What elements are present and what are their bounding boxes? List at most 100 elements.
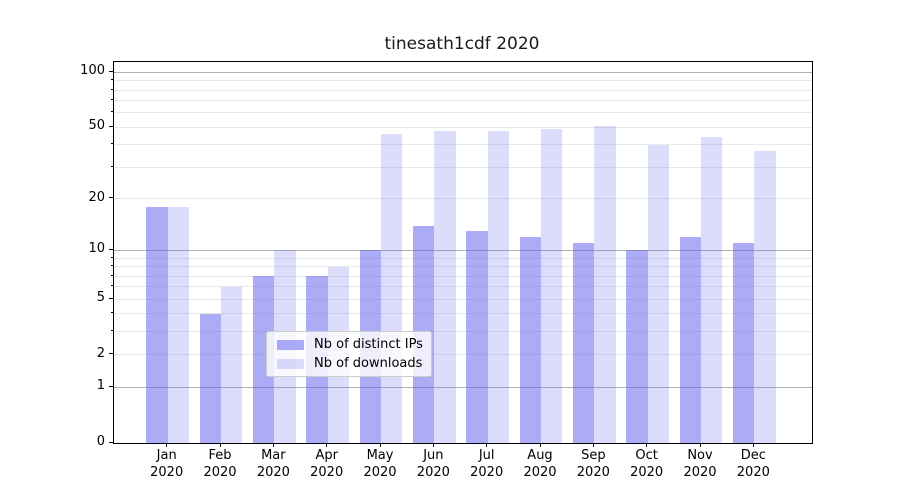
y-gridline-minor-60	[114, 112, 812, 114]
legend: Nb of distinct IPs Nb of downloads	[266, 331, 432, 377]
y-gridline-major-10	[114, 249, 812, 251]
y-minor-tick-mark-60	[111, 111, 113, 113]
x-tick-label-5: Jun 2020	[416, 448, 450, 480]
x-tick-label-0: Jan 2020	[150, 448, 184, 480]
x-tick-label-6: Jul 2020	[470, 448, 504, 480]
bar-downloads-8	[594, 125, 616, 443]
bar-downloads-7	[541, 128, 563, 443]
x-tick-label-8: Sep 2020	[576, 448, 610, 480]
y-minor-tick-mark-80	[111, 88, 113, 90]
y-gridline-major-100	[114, 71, 812, 73]
bar-downloads-4	[381, 133, 403, 443]
y-minor-tick-mark-8	[111, 265, 113, 267]
x-tick-label-2: Mar 2020	[256, 448, 290, 480]
y-minor-tick-mark-6	[111, 285, 113, 287]
y-minor-tick-mark-9	[111, 256, 113, 258]
y-minor-tick-mark-40	[111, 143, 113, 145]
x-tick-mark-3	[326, 443, 328, 447]
y-gridline-minor-8	[114, 266, 812, 268]
x-tick-mark-1	[219, 443, 221, 447]
y-minor-tick-mark-30	[111, 165, 113, 167]
x-tick-mark-5	[432, 443, 434, 447]
y-minor-tick-mark-5	[111, 297, 113, 299]
bar-distinct-ips-11	[733, 243, 755, 443]
y-gridline-minor-20	[114, 198, 812, 200]
y-tick-label-50: 50	[88, 118, 105, 134]
bar-downloads-9	[647, 144, 669, 443]
y-gridline-minor-7	[114, 275, 812, 277]
bar-downloads-5	[434, 130, 456, 443]
y-tick-label-20: 20	[88, 189, 105, 205]
y-gridline-minor-30	[114, 166, 812, 168]
y-gridline-minor-50	[114, 126, 812, 128]
y-gridline-minor-80	[114, 89, 812, 91]
bar-downloads-11	[754, 150, 776, 443]
y-minor-tick-mark-90	[111, 79, 113, 81]
y-gridline-major-1	[114, 386, 812, 388]
y-tick-mark-1	[109, 385, 113, 387]
y-minor-tick-mark-2	[111, 353, 113, 355]
legend-label-distinct-ips: Nb of distinct IPs	[314, 337, 423, 352]
y-tick-label-0: 0	[96, 434, 105, 449]
y-minor-tick-mark-7	[111, 274, 113, 276]
legend-item-downloads: Nb of downloads	[277, 356, 431, 371]
x-tick-mark-0	[166, 443, 168, 447]
y-minor-tick-mark-70	[111, 99, 113, 101]
y-minor-tick-mark-50	[111, 125, 113, 127]
bar-downloads-1	[221, 286, 243, 443]
y-gridline-minor-3	[114, 331, 812, 333]
y-gridline-minor-9	[114, 257, 812, 259]
x-tick-mark-4	[379, 443, 381, 447]
y-tick-label-10: 10	[88, 241, 105, 257]
bar-distinct-ips-0	[146, 206, 168, 443]
bar-downloads-10	[701, 137, 723, 443]
y-gridline-minor-2	[114, 354, 812, 356]
x-tick-mark-6	[486, 443, 488, 447]
legend-swatch-distinct-ips	[277, 339, 304, 350]
x-tick-label-4: May 2020	[363, 448, 397, 480]
y-tick-mark-100	[109, 70, 113, 72]
x-tick-mark-2	[272, 443, 274, 447]
bar-downloads-0	[167, 206, 189, 443]
y-tick-mark-0	[109, 441, 113, 443]
bar-distinct-ips-2	[253, 276, 275, 443]
x-tick-label-10: Nov 2020	[683, 448, 717, 480]
y-gridline-minor-5	[114, 298, 812, 300]
y-gridline-minor-70	[114, 100, 812, 102]
plot-area	[113, 61, 813, 444]
y-tick-label-5: 5	[96, 290, 105, 306]
x-tick-mark-11	[752, 443, 754, 447]
x-tick-mark-7	[539, 443, 541, 447]
bar-distinct-ips-7	[519, 237, 541, 443]
x-tick-mark-10	[699, 443, 701, 447]
y-tick-label-2: 2	[96, 345, 105, 361]
x-tick-label-9: Oct 2020	[630, 448, 664, 480]
x-tick-label-7: Aug 2020	[523, 448, 557, 480]
legend-swatch-downloads	[277, 358, 304, 369]
y-tick-mark-10	[109, 248, 113, 250]
legend-item-distinct-ips: Nb of distinct IPs	[277, 337, 431, 352]
y-tick-label-100: 100	[80, 63, 105, 79]
y-minor-tick-mark-4	[111, 312, 113, 314]
y-minor-tick-mark-20	[111, 197, 113, 199]
bar-downloads-6	[487, 130, 509, 443]
y-gridline-minor-6	[114, 286, 812, 288]
x-tick-label-1: Feb 2020	[203, 448, 237, 480]
x-tick-label-3: Apr 2020	[310, 448, 344, 480]
x-tick-mark-8	[592, 443, 594, 447]
y-gridline-minor-90	[114, 80, 812, 82]
x-tick-label-11: Dec 2020	[736, 448, 770, 480]
y-gridline-minor-4	[114, 313, 812, 315]
y-tick-label-1: 1	[96, 378, 105, 394]
bar-distinct-ips-6	[466, 231, 488, 443]
x-tick-mark-9	[646, 443, 648, 447]
legend-label-downloads: Nb of downloads	[314, 356, 423, 371]
y-minor-tick-mark-3	[111, 330, 113, 332]
chart-title: tinesath1cdf 2020	[384, 34, 540, 54]
bar-distinct-ips-9	[626, 250, 648, 443]
bar-distinct-ips-8	[573, 243, 595, 443]
bar-distinct-ips-10	[679, 237, 701, 443]
y-gridline-minor-40	[114, 144, 812, 146]
bar-distinct-ips-1	[199, 313, 222, 443]
